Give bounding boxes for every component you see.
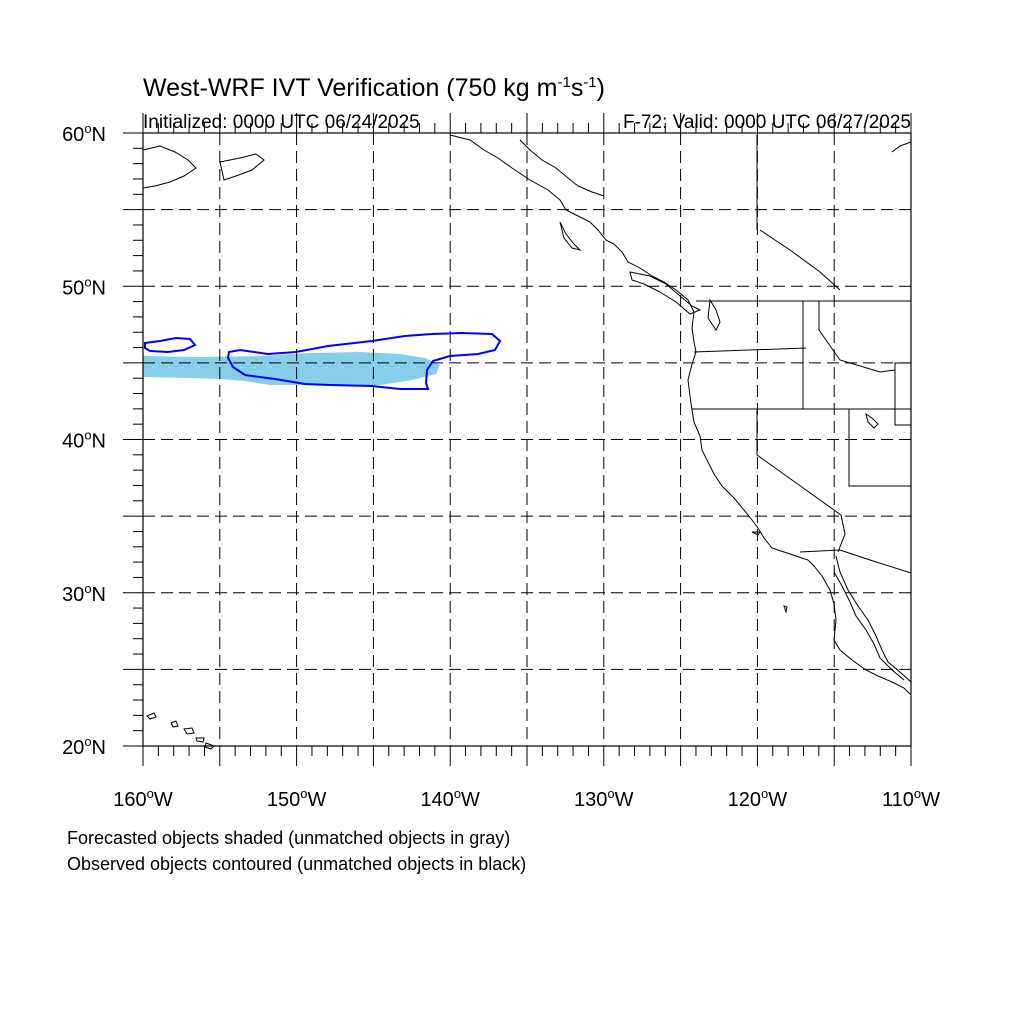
observed-ivt-contour-west xyxy=(144,336,197,354)
caption-forecast: Forecasted objects shaded (unmatched obj… xyxy=(67,828,510,848)
coastlines xyxy=(142,134,912,750)
latitude-label: 20oN xyxy=(62,734,106,759)
latitude-label: 30oN xyxy=(62,581,106,606)
longitude-label: 110oW xyxy=(882,786,940,811)
latitude-labels: 60oN 50oN 40oN 30oN 20oN xyxy=(62,121,106,759)
longitude-labels: 160oW 150oW 140oW 130oW 120oW 110oW xyxy=(113,786,940,811)
latitude-label: 40oN xyxy=(62,428,106,453)
graticule xyxy=(143,133,911,746)
longitude-label: 140oW xyxy=(420,786,480,811)
caption-observed: Observed objects contoured (unmatched ob… xyxy=(67,854,526,874)
initialized-label: Initialized: 0000 UTC 06/24/2025 xyxy=(143,112,420,133)
figure-title: West-WRF IVT Verification (750 kg m-1s-1… xyxy=(143,74,605,102)
latitude-label: 50oN xyxy=(62,274,106,299)
longitude-label: 130oW xyxy=(574,786,634,811)
longitude-label: 160oW xyxy=(113,786,173,811)
longitude-label: 120oW xyxy=(728,786,788,811)
latitude-label: 60oN xyxy=(62,121,106,146)
map-area xyxy=(123,113,912,766)
longitude-label: 150oW xyxy=(267,786,327,811)
forecast-ivt-object xyxy=(143,352,440,386)
valid-label: F-72: Valid: 0000 UTC 06/27/2025 xyxy=(623,112,911,133)
axis-ticks xyxy=(123,113,912,766)
